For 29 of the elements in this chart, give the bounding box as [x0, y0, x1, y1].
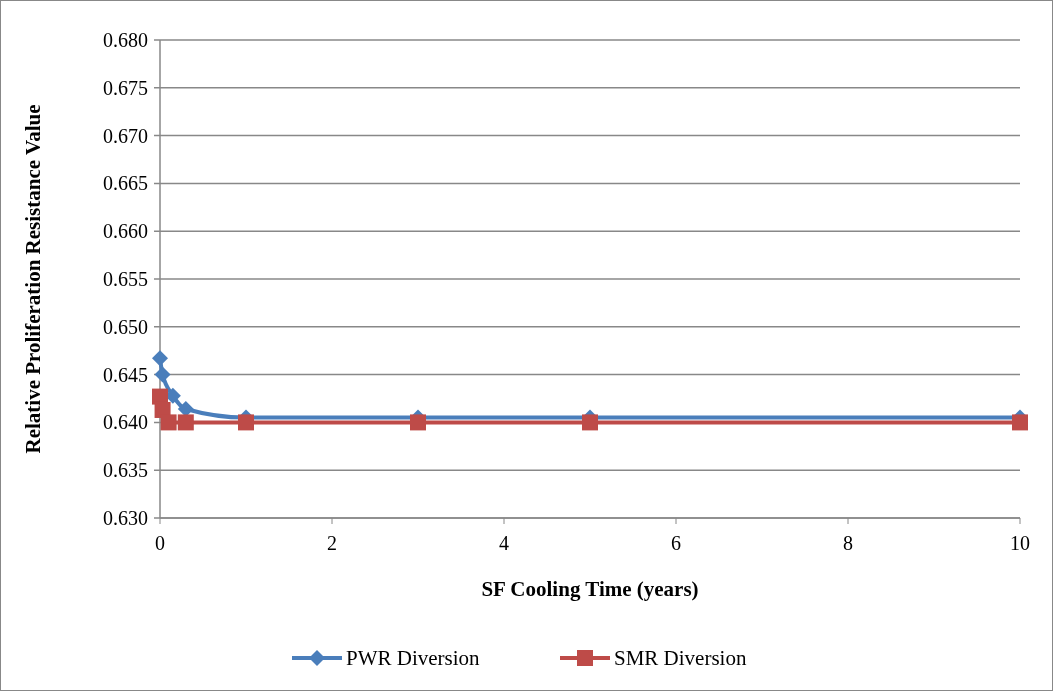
- point: [154, 366, 171, 383]
- y-tick-label: 0.640: [103, 411, 148, 434]
- legend-label: SMR Diversion: [614, 646, 747, 670]
- x-axis-title: SF Cooling Time (years): [481, 577, 699, 601]
- y-tick-label: 0.645: [103, 363, 148, 386]
- point: [1012, 414, 1028, 431]
- point: [238, 414, 254, 431]
- y-tick-label: 0.665: [103, 172, 148, 195]
- x-tick-label: 10: [1010, 532, 1030, 554]
- y-tick-label: 0.675: [103, 76, 148, 99]
- x-tick-label: 2: [327, 532, 337, 554]
- y-tick-label: 0.635: [103, 459, 148, 482]
- y-tick-label: 0.630: [103, 507, 148, 529]
- y-tick-label: 0.650: [103, 315, 148, 338]
- point: [177, 414, 194, 431]
- point: [160, 414, 177, 431]
- y-tick-label: 0.655: [103, 268, 148, 290]
- x-tick-label: 0: [155, 532, 165, 554]
- x-tick-label: 4: [499, 532, 509, 554]
- x-tick-label: 8: [843, 532, 853, 554]
- y-tick-label: 0.680: [103, 29, 148, 51]
- point: [582, 414, 598, 431]
- point: [152, 350, 168, 367]
- x-tick-label: 6: [671, 532, 681, 554]
- y-axis-title: Relative Proliferation Resistance Value: [21, 104, 45, 454]
- legend-label: PWR Diversion: [346, 646, 481, 670]
- y-tick-label: 0.660: [103, 220, 148, 243]
- y-tick-label: 0.670: [103, 124, 148, 147]
- point: [410, 414, 426, 431]
